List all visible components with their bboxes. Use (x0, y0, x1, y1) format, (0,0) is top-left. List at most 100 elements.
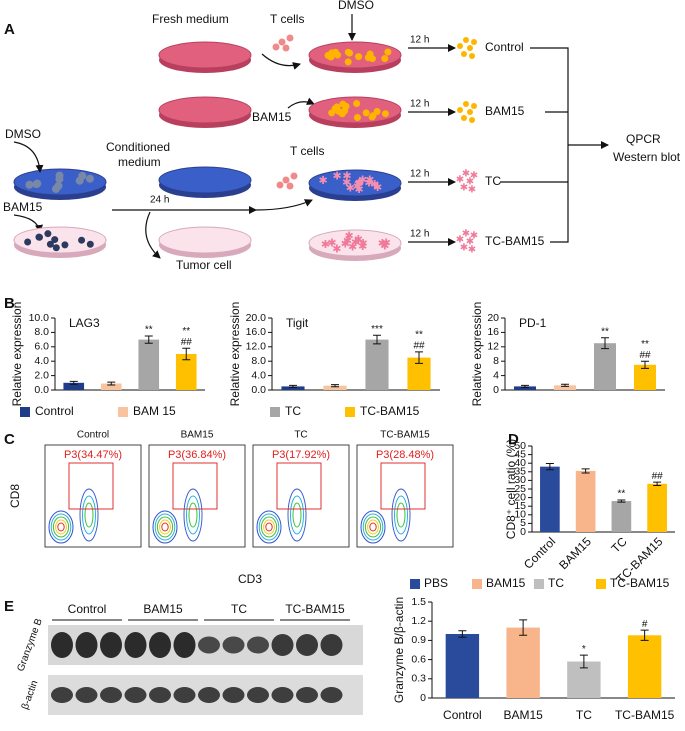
legend-swatch (345, 407, 355, 417)
contour (367, 519, 379, 535)
error-bar (581, 468, 590, 474)
cell: ✱ (355, 177, 364, 189)
annotation: ** (415, 329, 423, 340)
bar (647, 483, 667, 532)
lane-group: Control (68, 602, 107, 616)
band (247, 687, 269, 703)
cell (469, 53, 475, 59)
label: 24 h (150, 195, 169, 206)
error-bar (641, 360, 649, 369)
arrow (287, 97, 315, 109)
contour (186, 495, 200, 535)
x-tick-label: Control (521, 534, 558, 571)
label: Tumor cell (176, 258, 232, 272)
bar (445, 634, 480, 698)
cell (333, 103, 341, 111)
chart-title: Tigit (286, 316, 309, 330)
legend-swatch (596, 579, 606, 589)
output-label: TC-BAM15 (485, 234, 545, 248)
y-tick-label: 6.0 (34, 341, 49, 353)
band (173, 687, 196, 703)
error-bar (107, 381, 116, 386)
cell (334, 51, 342, 59)
y-tick-label: 0 (493, 384, 499, 396)
label: DMSO (5, 127, 41, 141)
arrow (13, 141, 44, 173)
error-bar (182, 347, 191, 361)
band (149, 632, 171, 658)
cell (355, 53, 363, 61)
cell (44, 230, 52, 238)
y-tick-label: 8 (493, 355, 499, 367)
legend-swatch (20, 407, 30, 417)
error-bar (69, 380, 78, 385)
legend-label: TC (285, 404, 301, 418)
legend-label: BAM15 (486, 576, 526, 590)
cell (471, 39, 477, 45)
legend-label: PBS (424, 576, 448, 590)
y-tick-label: 5 (520, 517, 526, 529)
x-tick-label: TC-BAM15 (615, 708, 675, 722)
contour (48, 510, 74, 544)
cell: ✱ (466, 177, 474, 188)
band (320, 687, 343, 703)
band (124, 687, 147, 703)
y-tick-label: 0.3 (411, 673, 426, 685)
annotation: ** (601, 326, 609, 337)
bar (63, 382, 85, 390)
bracket (500, 47, 569, 243)
band (198, 687, 220, 703)
contour (154, 513, 176, 541)
protein-label: β-actin (20, 679, 41, 711)
contour (396, 502, 406, 528)
cell (467, 45, 473, 51)
legend-label: BAM 15 (133, 404, 176, 418)
cell: ✱ (346, 182, 355, 194)
annotation: ** (641, 339, 649, 350)
arrow (145, 211, 161, 259)
contour (369, 522, 377, 532)
error-bar (373, 334, 381, 345)
y-tick-label: 35 (514, 466, 526, 478)
gate-label: P3(17.92%) (272, 449, 330, 461)
gate-label: P3(36.84%) (168, 449, 226, 461)
cell: ✱ (468, 245, 476, 256)
error-bar (601, 337, 609, 350)
y-tick-label: 4.0 (251, 369, 266, 381)
cell (366, 50, 374, 58)
contour (52, 516, 70, 538)
contour (290, 495, 304, 535)
dish (13, 226, 107, 254)
gate (380, 462, 426, 510)
contour (82, 495, 96, 535)
bar (594, 343, 616, 390)
contour (84, 502, 94, 528)
band (124, 632, 147, 658)
gate (68, 462, 114, 510)
cell: ✱ (359, 238, 368, 250)
y-tick-label: 12 (487, 341, 499, 353)
y-axis-label: Relative expression (10, 302, 24, 407)
error-bar (640, 629, 649, 641)
error-bar (331, 384, 339, 388)
bar (627, 635, 662, 698)
y-tick-label: 1.2 (411, 615, 426, 627)
y-tick-label: 0.0 (34, 384, 49, 396)
arrow (261, 53, 301, 70)
cell (35, 233, 43, 241)
y-tick-label: 30 (514, 474, 526, 486)
cell (373, 108, 381, 116)
bar (281, 386, 305, 390)
cell: ✱ (332, 171, 341, 183)
contour (364, 516, 382, 538)
cell (51, 236, 59, 244)
annotation: ** (617, 489, 625, 500)
output-label: Control (485, 40, 524, 54)
cell (463, 37, 469, 43)
axis-label: CD3 (238, 572, 262, 586)
band (75, 632, 98, 658)
error-bar (144, 335, 153, 344)
bar (554, 385, 576, 390)
cell (282, 176, 290, 184)
